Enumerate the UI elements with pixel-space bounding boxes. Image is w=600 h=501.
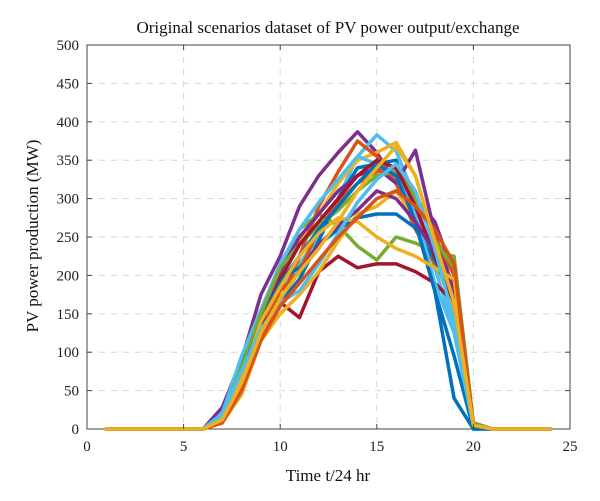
y-axis-label: PV power production (MW): [23, 140, 42, 333]
y-tick-label: 150: [57, 307, 80, 323]
x-tick-label: 15: [369, 439, 384, 455]
x-tick-label: 10: [273, 439, 288, 455]
y-tick-label: 200: [57, 268, 80, 284]
y-tick-label: 400: [57, 115, 80, 131]
y-tick-label: 100: [57, 345, 80, 361]
series-line-1: [104, 130, 553, 431]
y-tick-label: 300: [57, 192, 80, 208]
y-tick-label: 50: [64, 384, 79, 400]
y-tick-label: 0: [72, 422, 80, 438]
x-tick-label: 5: [180, 439, 188, 455]
series-line-5: [104, 139, 553, 431]
x-tick-label: 0: [83, 439, 91, 455]
x-tick-label: 25: [563, 439, 578, 455]
series-lines: [104, 130, 553, 431]
series-line-7: [104, 254, 553, 431]
chart-title: Original scenarios dataset of PV power o…: [136, 18, 519, 37]
y-axis-ticks: 0 50 100 150 200 250 300 350 400 450 500: [57, 38, 570, 438]
series-line-20: [104, 144, 553, 431]
y-tick-label: 450: [57, 76, 80, 92]
series-line-2: [104, 133, 553, 431]
x-axis-label: Time t/24 hr: [286, 466, 371, 485]
y-tick-label: 350: [57, 153, 80, 169]
y-tick-label: 500: [57, 38, 80, 54]
series-line-12: [104, 166, 553, 431]
x-axis-ticks: 0 5 10 15 20 25: [83, 45, 578, 455]
y-tick-label: 250: [57, 230, 80, 246]
x-tick-label: 20: [466, 439, 481, 455]
